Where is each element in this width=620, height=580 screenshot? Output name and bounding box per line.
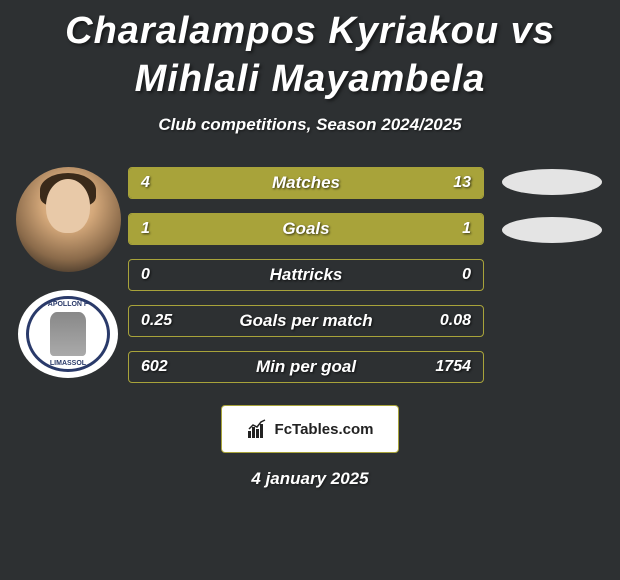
club-badge-inner: APOLLON F LIMASSOL: [26, 296, 110, 372]
stat-row: 4Matches13: [128, 167, 484, 199]
club-text-bottom: LIMASSOL: [50, 360, 86, 367]
date-label: 4 january 2025: [0, 469, 620, 489]
stat-value-left: 0.25: [141, 312, 172, 330]
stat-value-right: 1754: [435, 358, 471, 376]
bar-fill-right: [210, 168, 483, 198]
chart-icon: [247, 419, 269, 439]
stat-value-left: 602: [141, 358, 168, 376]
stat-row: 602Min per goal1754: [128, 351, 484, 383]
right-column: [492, 167, 612, 243]
bar-fill-left: [129, 168, 210, 198]
bar-fill-right: [306, 214, 483, 244]
page-title: Charalampos Kyriakou vs Mihlali Mayambel…: [0, 8, 620, 103]
left-column: APOLLON F LIMASSOL: [8, 167, 128, 378]
player2-avatar-placeholder: [502, 169, 602, 195]
stat-label: Min per goal: [129, 357, 483, 377]
player1-avatar: [16, 167, 121, 272]
stat-row: 0.25Goals per match0.08: [128, 305, 484, 337]
player1-club-logo: APOLLON F LIMASSOL: [18, 290, 118, 378]
branding-box[interactable]: FcTables.com: [221, 405, 399, 453]
player2-club-placeholder: [502, 217, 602, 243]
stat-value-left: 0: [141, 266, 150, 284]
subtitle: Club competitions, Season 2024/2025: [0, 115, 620, 135]
branding-label: FcTables.com: [275, 421, 374, 438]
stat-value-right: 0.08: [440, 312, 471, 330]
stat-value-right: 0: [462, 266, 471, 284]
comparison-card: Charalampos Kyriakou vs Mihlali Mayambel…: [0, 0, 620, 580]
stat-row: 0Hattricks0: [128, 259, 484, 291]
club-figure-icon: [50, 312, 86, 356]
content-row: APOLLON F LIMASSOL 4Matches13 1Goals1 0Hat…: [0, 167, 620, 383]
stats-bars: 4Matches13 1Goals1 0Hattricks0 0.25Goals pe…: [128, 167, 492, 383]
club-text-top: APOLLON F: [48, 301, 88, 308]
stat-label: Hattricks: [129, 265, 483, 285]
stat-label: Goals per match: [129, 311, 483, 331]
bar-fill-left: [129, 214, 306, 244]
stat-row: 1Goals1: [128, 213, 484, 245]
